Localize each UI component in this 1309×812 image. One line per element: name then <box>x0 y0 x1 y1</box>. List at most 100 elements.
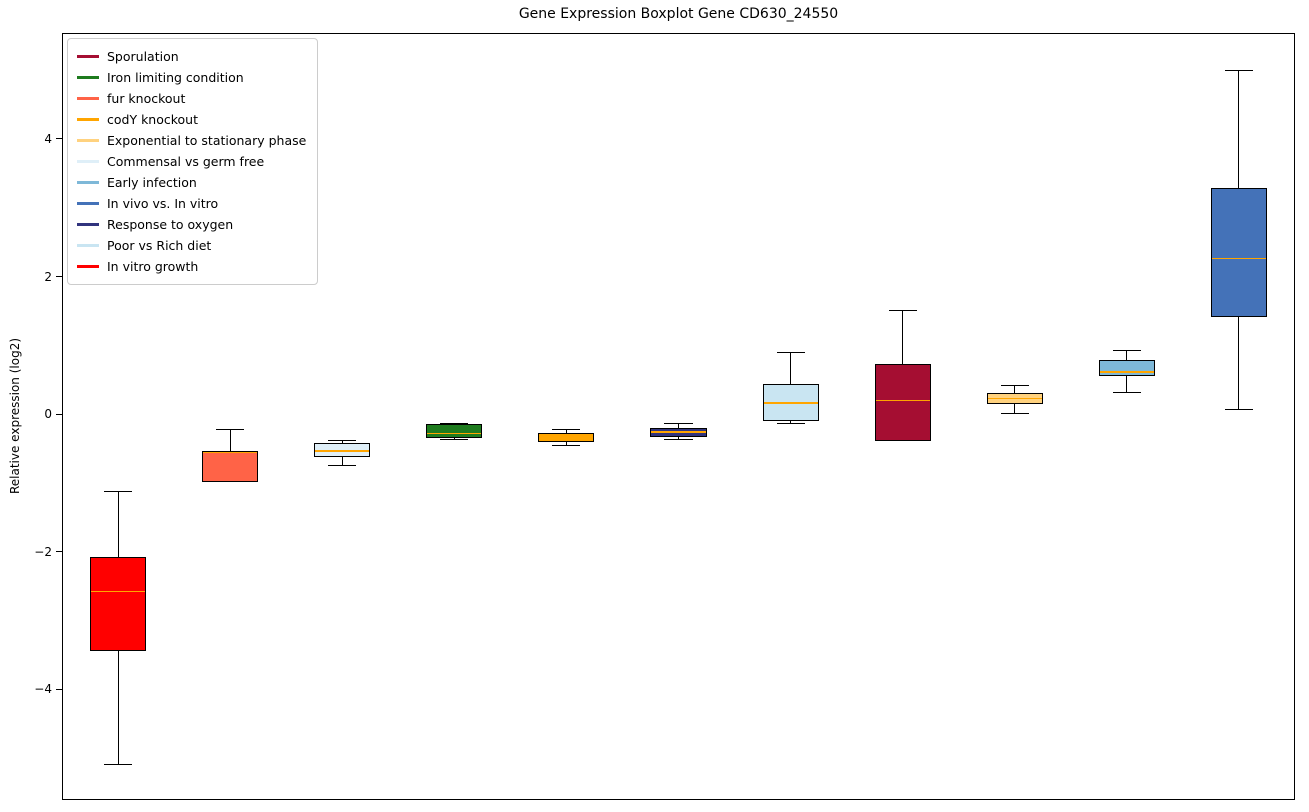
box-commensal-vs-germ-free <box>314 442 371 457</box>
whisker-line-exponential-to-stationary-phase <box>1014 385 1016 393</box>
whisker-cap-response-to-oxygen <box>664 422 693 424</box>
whisker-line-response-to-oxygen <box>678 423 679 428</box>
legend-item: Early infection <box>77 172 306 193</box>
legend-item: Commensal vs germ free <box>77 151 306 172</box>
legend-item: In vivo vs. In vitro <box>77 193 306 214</box>
legend-item: Sporulation <box>77 46 306 67</box>
whisker-line-sporulation <box>902 310 904 364</box>
median-line-commensal-vs-germ-free <box>315 450 370 452</box>
box-in-vitro-growth <box>90 557 147 651</box>
whisker-line-iron-limiting-condition <box>453 438 455 440</box>
legend-label: In vitro growth <box>107 259 199 274</box>
whisker-cap-cody-knockout <box>552 428 581 430</box>
whisker-line-commensal-vs-germ-free <box>341 456 343 466</box>
legend-item: Iron limiting condition <box>77 67 306 88</box>
whisker-line-early-infection <box>1126 376 1128 393</box>
y-tick-label: 0 <box>44 407 52 422</box>
whisker-line-cody-knockout <box>565 441 567 446</box>
legend-label: Sporulation <box>107 49 179 64</box>
whisker-cap-sporulation <box>888 310 917 312</box>
y-tick-mark <box>56 138 62 140</box>
legend-swatch <box>77 160 99 163</box>
whisker-line-poor-vs-rich-diet <box>790 352 792 384</box>
whisker-cap-exponential-to-stationary-phase <box>1000 385 1029 387</box>
y-tick-label: 4 <box>44 131 52 146</box>
whisker-cap-in-vitro-growth <box>104 764 133 766</box>
whisker-cap-commensal-vs-germ-free <box>328 440 357 442</box>
median-line-in-vivo-vs-in-vitro <box>1211 257 1266 260</box>
legend-label: Iron limiting condition <box>107 70 244 85</box>
chart-title: Gene Expression Boxplot Gene CD630_24550 <box>518 6 839 22</box>
whisker-cap-response-to-oxygen <box>664 439 693 441</box>
whisker-line-poor-vs-rich-diet <box>790 420 792 424</box>
box-in-vivo-vs-in-vitro <box>1210 187 1267 318</box>
legend-swatch <box>77 265 99 268</box>
y-tick-label: −2 <box>34 544 52 559</box>
whisker-cap-iron-limiting-condition <box>440 439 469 441</box>
whisker-line-in-vivo-vs-in-vitro <box>1238 317 1240 410</box>
legend-item: Response to oxygen <box>77 214 306 235</box>
whisker-cap-early-infection <box>1112 349 1141 351</box>
y-tick-label: −4 <box>34 682 52 697</box>
whisker-line-early-infection <box>1126 350 1128 361</box>
legend-swatch <box>77 244 99 247</box>
whisker-cap-exponential-to-stationary-phase <box>1000 412 1029 414</box>
legend-label: Early infection <box>107 175 197 190</box>
median-line-iron-limiting-condition <box>427 432 482 435</box>
median-line-early-infection <box>1099 371 1154 373</box>
whisker-cap-fur-knockout <box>216 428 245 430</box>
legend-swatch <box>77 181 99 184</box>
whisker-cap-in-vivo-vs-in-vitro <box>1224 409 1253 411</box>
whisker-line-cody-knockout <box>565 429 567 433</box>
legend-swatch <box>77 139 99 142</box>
whisker-line-in-vitro-growth <box>117 491 119 558</box>
whisker-line-in-vitro-growth <box>117 650 119 765</box>
y-tick-label: 2 <box>44 269 52 284</box>
y-tick-mark <box>56 413 62 415</box>
legend-swatch <box>77 76 99 79</box>
legend-label: In vivo vs. In vitro <box>107 196 219 211</box>
whisker-line-in-vivo-vs-in-vitro <box>1238 70 1240 188</box>
legend-item: fur knockout <box>77 88 306 109</box>
legend-label: Commensal vs germ free <box>107 154 265 169</box>
whisker-line-exponential-to-stationary-phase <box>1014 403 1016 414</box>
legend-swatch <box>77 202 99 205</box>
legend-swatch <box>77 223 99 226</box>
legend-label: fur knockout <box>107 91 186 106</box>
whisker-cap-poor-vs-rich-diet <box>776 352 805 354</box>
whisker-cap-early-infection <box>1112 391 1141 393</box>
median-line-response-to-oxygen <box>651 431 706 433</box>
box-early-infection <box>1098 360 1155 377</box>
median-line-in-vitro-growth <box>91 590 146 593</box>
median-line-fur-knockout <box>203 451 258 454</box>
legend-item: codY knockout <box>77 109 306 130</box>
median-line-cody-knockout <box>539 436 594 438</box>
whisker-cap-in-vivo-vs-in-vitro <box>1224 69 1253 71</box>
whisker-line-response-to-oxygen <box>678 437 679 440</box>
y-tick-mark <box>56 688 62 690</box>
whisker-line-iron-limiting-condition <box>453 423 455 425</box>
whisker-cap-poor-vs-rich-diet <box>776 423 805 425</box>
median-line-sporulation <box>875 399 930 402</box>
whisker-cap-cody-knockout <box>552 444 581 446</box>
median-line-exponential-to-stationary-phase <box>987 397 1042 400</box>
legend-label: codY knockout <box>107 112 199 127</box>
plot-area: Sporulation Iron limiting condition fur kn… <box>62 33 1295 800</box>
legend-swatch <box>77 55 99 58</box>
box-sporulation <box>874 363 931 441</box>
whisker-cap-iron-limiting-condition <box>440 422 469 424</box>
legend-label: Exponential to stationary phase <box>107 133 307 148</box>
legend-label: Poor vs Rich diet <box>107 238 212 253</box>
whisker-cap-commensal-vs-germ-free <box>328 465 357 467</box>
legend-item: In vitro growth <box>77 256 306 277</box>
y-tick-mark <box>56 276 62 277</box>
whisker-cap-in-vitro-growth <box>104 490 133 492</box>
box-iron-limiting-condition <box>426 424 483 439</box>
box-fur-knockout <box>202 450 259 482</box>
legend-item: Poor vs Rich diet <box>77 235 306 256</box>
legend-swatch <box>77 97 99 100</box>
whisker-line-commensal-vs-germ-free <box>341 440 343 443</box>
whisker-line-fur-knockout <box>229 429 231 451</box>
legend-swatch <box>77 118 99 121</box>
